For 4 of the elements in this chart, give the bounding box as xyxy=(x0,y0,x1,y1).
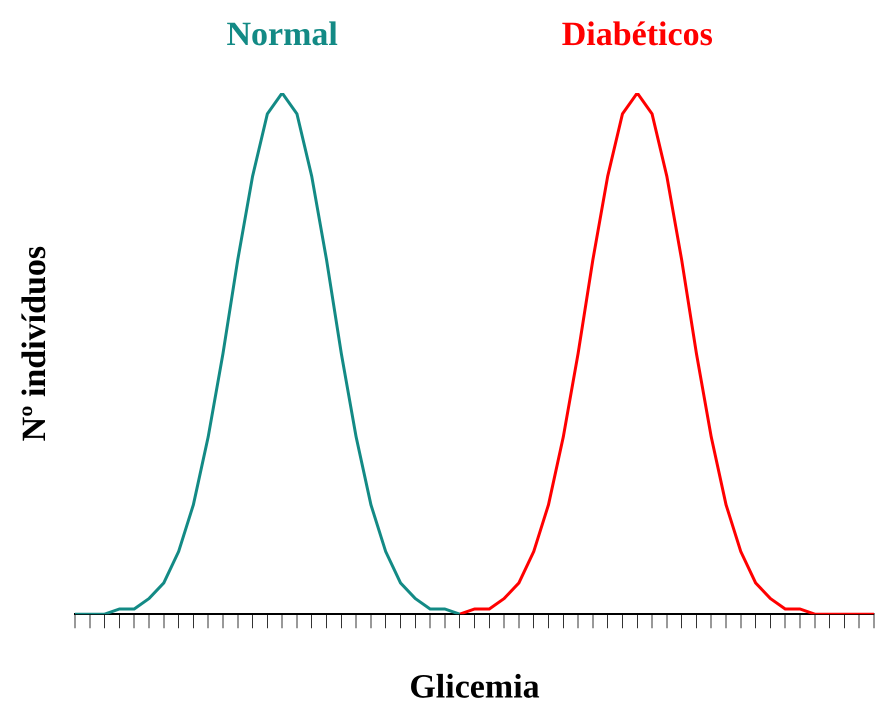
x-axis-title: Glicemia xyxy=(409,668,540,706)
series-label: Normal xyxy=(226,16,338,53)
y-axis-title: Nº indivíduos xyxy=(16,246,53,442)
series-label: Diabéticos xyxy=(562,16,713,53)
